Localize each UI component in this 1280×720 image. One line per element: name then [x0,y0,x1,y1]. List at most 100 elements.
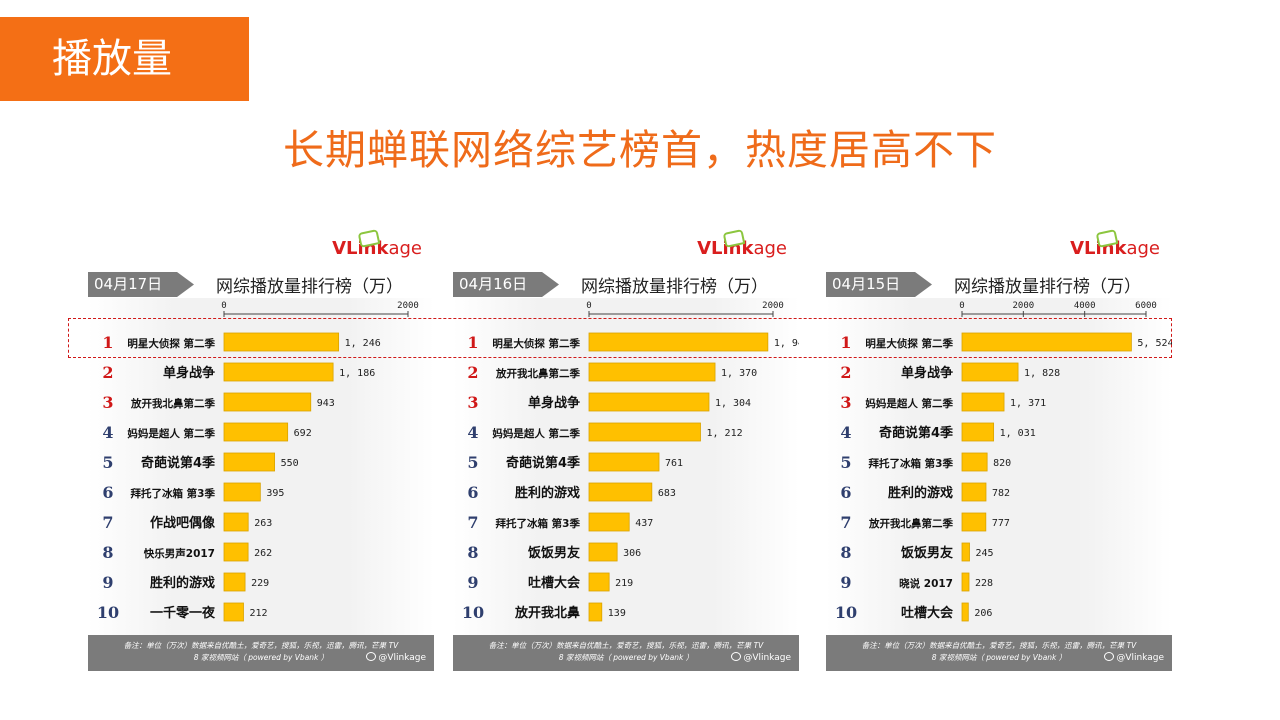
bar [223,452,275,472]
category-label: 拜托了冰箱 第3季 [496,517,581,530]
footer-note: 备注：单位（万次）数据来自优酷土，爱奇艺，搜狐，乐视，迅雷，腾讯，芒果 TV 8… [88,635,434,671]
bar [961,572,970,592]
value-label: 262 [254,548,272,559]
value-label: 219 [615,578,633,589]
category-label: 饭饭男友 [900,545,953,561]
bar [588,482,653,502]
footer-line-2: 8 家视频网站（ powered by Vbank ） [558,653,694,662]
rank-number: 5 [102,453,113,472]
vlinkage-logo: VLinkage [332,229,422,259]
bar [961,392,1005,412]
value-label: 139 [608,608,626,619]
rank-number: 9 [840,573,851,592]
value-label: 228 [975,578,993,589]
value-label: 550 [281,458,299,469]
bar-chart: 0 2000 1 明星大侦探 第二季 1, 944 2 放开我北鼻第二季 1, 370 3 单身战… [462,301,799,622]
category-label: 放开我北鼻 [514,605,580,621]
rank-number: 10 [462,603,484,622]
footer-line-1: 备注：单位（万次）数据来自优酷土，爱奇艺，搜狐，乐视，迅雷，腾讯，芒果 TV [488,641,764,650]
category-label: 饭饭男友 [527,545,580,561]
bar [223,572,246,592]
panel-background [826,298,1172,638]
value-label: 683 [658,488,676,499]
bar [588,602,603,622]
x-tick-label: 2000 [762,301,784,311]
weibo-handle: @Vlinkage [1104,652,1164,663]
rank-number: 8 [467,543,478,562]
value-label: 212 [250,608,268,619]
rank-number: 2 [467,363,478,382]
footer-note: 备注：单位（万次）数据来自优酷土，爱奇艺，搜狐，乐视，迅雷，腾讯，芒果 TV 8… [453,635,799,671]
bar [961,482,987,502]
section-tag: 播放量 [0,17,249,101]
rank-number: 7 [840,513,851,532]
rank-number: 3 [102,393,113,412]
date-tag: 04月17日 [88,272,194,297]
value-label: 1, 246 [345,338,381,349]
headline: 长期蝉联网络综艺榜首，热度居高不下 [283,126,997,174]
footer-line-1: 备注：单位（万次）数据来自优酷土，爱奇艺，搜狐，乐视，迅雷，腾讯，芒果 TV [123,641,399,650]
rank-number: 7 [467,513,478,532]
category-label: 拜托了冰箱 第3季 [869,457,954,470]
rank-number: 6 [102,483,113,502]
bar [588,542,618,562]
value-label: 692 [294,428,312,439]
category-label: 胜利的游戏 [150,575,215,591]
bar [223,362,334,382]
category-label: 妈妈是超人 第二季 [127,427,215,440]
top-rank-highlight [68,318,1172,358]
vlinkage-logo: VLinkage [697,229,787,259]
value-label: 1, 304 [715,398,751,409]
bar-chart: 0 2000 1 明星大侦探 第二季 1, 246 2 单身战争 1, 186 3 放开我北鼻第二… [97,301,419,622]
bar [588,392,710,412]
rank-number: 2 [102,363,113,382]
value-label: 1, 370 [721,368,757,379]
rank-number: 7 [102,513,113,532]
rank-number: 8 [102,543,113,562]
category-label: 单身战争 [528,395,580,411]
rank-number: 10 [835,603,857,622]
x-tick-label: 0 [586,301,591,311]
category-label: 拜托了冰箱 第3季 [131,487,216,500]
value-label: 1, 031 [1000,428,1036,439]
bar [223,512,249,532]
category-label: 奇葩说第4季 [141,455,215,471]
bar [223,602,244,622]
bar [961,332,1132,352]
value-label: 1, 944 [774,338,799,349]
rank-number: 4 [102,423,113,442]
rank-number: 3 [467,393,478,412]
date-tag: 04月16日 [453,272,559,297]
bar [223,392,312,412]
bar [588,362,716,382]
bar [588,512,630,532]
value-label: 306 [623,548,641,559]
value-label: 437 [635,518,653,529]
chart-title: 网综播放量排行榜（万） [581,277,768,297]
value-label: 395 [266,488,284,499]
date-tag: 04月15日 [826,272,932,297]
category-label: 妈妈是超人 第二季 [865,397,953,410]
value-label: 943 [317,398,335,409]
rank-number: 1 [840,333,851,352]
category-label: 明星大侦探 第二季 [127,337,215,350]
value-label: 1, 186 [339,368,375,379]
value-label: 206 [974,608,992,619]
category-label: 晓说 2017 [899,577,953,590]
x-tick-label: 0 [221,301,226,311]
x-tick-label: 6000 [1135,301,1157,311]
category-label: 明星大侦探 第二季 [492,337,580,350]
category-label: 奇葩说第4季 [879,425,953,441]
value-label: 782 [992,488,1010,499]
category-label: 快乐男声2017 [143,547,215,560]
value-label: 1, 212 [707,428,743,439]
footer-line-1: 备注：单位（万次）数据来自优酷土，爱奇艺，搜狐，乐视，迅雷，腾讯，芒果 TV [861,641,1137,650]
value-label: 1, 828 [1024,368,1060,379]
weibo-handle: @Vlinkage [731,652,791,663]
value-label: 229 [251,578,269,589]
rank-number: 4 [840,423,851,442]
category-label: 放开我北鼻第二季 [495,367,580,380]
weibo-icon [1104,652,1115,661]
weibo-icon [731,652,742,661]
rank-number: 5 [840,453,851,472]
